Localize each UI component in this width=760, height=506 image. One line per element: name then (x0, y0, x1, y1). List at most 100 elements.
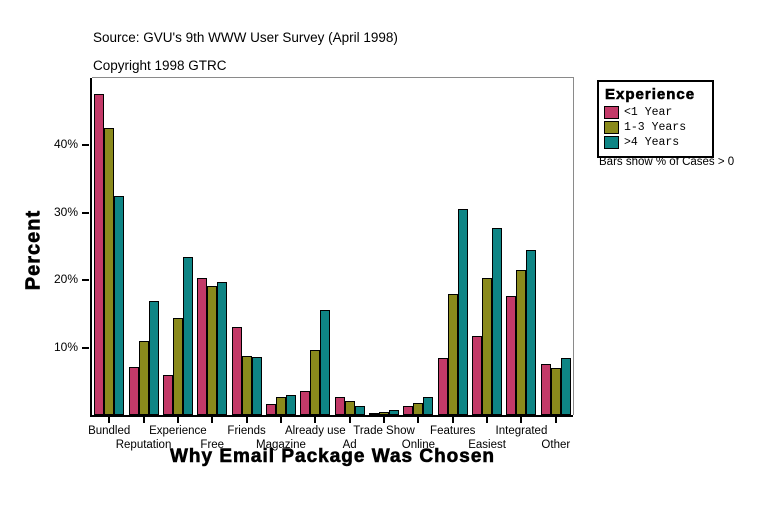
legend-item-label: 1-3 Years (624, 121, 687, 134)
x-tick (108, 417, 111, 423)
bar (286, 395, 296, 415)
legend-item: >4 Years (604, 136, 707, 149)
x-tick (142, 417, 145, 423)
legend-item-label: >4 Years (624, 136, 680, 149)
legend-box: Experience <1 Year 1-3 Years >4 Years (597, 80, 714, 158)
x-tick (486, 417, 489, 423)
x-tick-label: Features (430, 425, 476, 437)
bar (129, 367, 139, 415)
source-caption: Source: GVU's 9th WWW User Survey (April… (93, 30, 398, 45)
bar (423, 397, 433, 415)
x-axis-line (90, 415, 573, 417)
x-tick-label: Integrated (495, 425, 548, 437)
bar (149, 301, 159, 415)
bar (438, 358, 448, 415)
y-tick-label: 20% (53, 272, 78, 287)
bar (389, 410, 399, 415)
y-tick-label: 40% (53, 137, 78, 152)
plot-frame-right (573, 78, 574, 415)
y-tick-label: 30% (53, 204, 78, 219)
bar (252, 357, 262, 415)
legend-item: 1-3 Years (604, 121, 707, 134)
x-tick (348, 417, 351, 423)
y-tick (82, 346, 89, 349)
y-tick (82, 279, 89, 282)
x-tick-label: Magazine (256, 439, 306, 451)
x-tick-label: Experience (149, 425, 207, 437)
bar (506, 296, 516, 415)
x-tick-label: Already use (284, 425, 346, 437)
bar (492, 228, 502, 415)
y-tick (82, 211, 89, 214)
x-tick (314, 417, 317, 423)
bar (183, 257, 193, 415)
bar (448, 294, 458, 415)
bar (300, 391, 310, 415)
bar (114, 196, 124, 415)
x-tick (245, 417, 248, 423)
x-tick-label: Trade Show (353, 425, 415, 437)
x-tick (279, 417, 282, 423)
legend-title: Experience (605, 86, 696, 104)
bar (163, 375, 173, 415)
x-tick-label: Online (401, 439, 436, 451)
copyright-caption: Copyright 1998 GTRC (93, 58, 227, 73)
legend-item: <1 Year (604, 106, 707, 119)
x-tick (554, 417, 557, 423)
bar (369, 413, 379, 415)
bar (516, 270, 526, 415)
bar (94, 94, 104, 415)
x-tick (451, 417, 454, 423)
x-tick (383, 417, 386, 423)
x-tick (417, 417, 420, 423)
y-axis-line (90, 78, 92, 417)
bar (472, 336, 482, 415)
legend-swatch (604, 121, 619, 134)
bar (232, 327, 242, 415)
legend-swatch (604, 106, 619, 119)
x-tick (211, 417, 214, 423)
legend-items: <1 Year 1-3 Years >4 Years (604, 106, 707, 149)
x-tick-label: Reputation (115, 439, 172, 451)
x-tick-label: Friends (227, 425, 266, 437)
bar (335, 397, 345, 415)
plot-area: 10% 20% 30% 40% Bundled Reputation Experience F… (54, 77, 574, 451)
x-axis-title: Why Email Package Was Chosen (169, 446, 496, 468)
y-tick (82, 144, 89, 147)
x-tick-label: Easiest (468, 439, 506, 451)
bar (345, 401, 355, 415)
y-tick-label: 10% (53, 339, 78, 354)
bar (207, 286, 217, 415)
legend-note: Bars show % of Cases > 0 (599, 156, 735, 168)
bar (242, 356, 252, 415)
bar (355, 406, 365, 415)
legend-swatch (604, 136, 619, 149)
bar (104, 128, 114, 415)
bar (320, 310, 330, 415)
x-tick-label: Other (541, 439, 571, 451)
bar (217, 282, 227, 415)
plot-frame-top (92, 77, 574, 78)
x-tick (520, 417, 523, 423)
x-tick-label: Free (200, 439, 225, 451)
bar (541, 364, 551, 415)
bar (482, 278, 492, 415)
bar (561, 358, 571, 415)
bar (266, 404, 276, 415)
x-tick (176, 417, 179, 423)
bar (276, 397, 286, 415)
bar (173, 318, 183, 415)
legend-item-label: <1 Year (624, 106, 673, 119)
x-tick-label: Ad (342, 439, 357, 451)
bar (197, 278, 207, 415)
bar (379, 412, 389, 415)
bar (403, 406, 413, 415)
bar (310, 350, 320, 415)
bar (551, 368, 561, 415)
bar (526, 250, 536, 415)
bar (413, 403, 423, 415)
x-tick-label: Bundled (88, 425, 131, 437)
bar (139, 341, 149, 415)
bar (458, 209, 468, 415)
